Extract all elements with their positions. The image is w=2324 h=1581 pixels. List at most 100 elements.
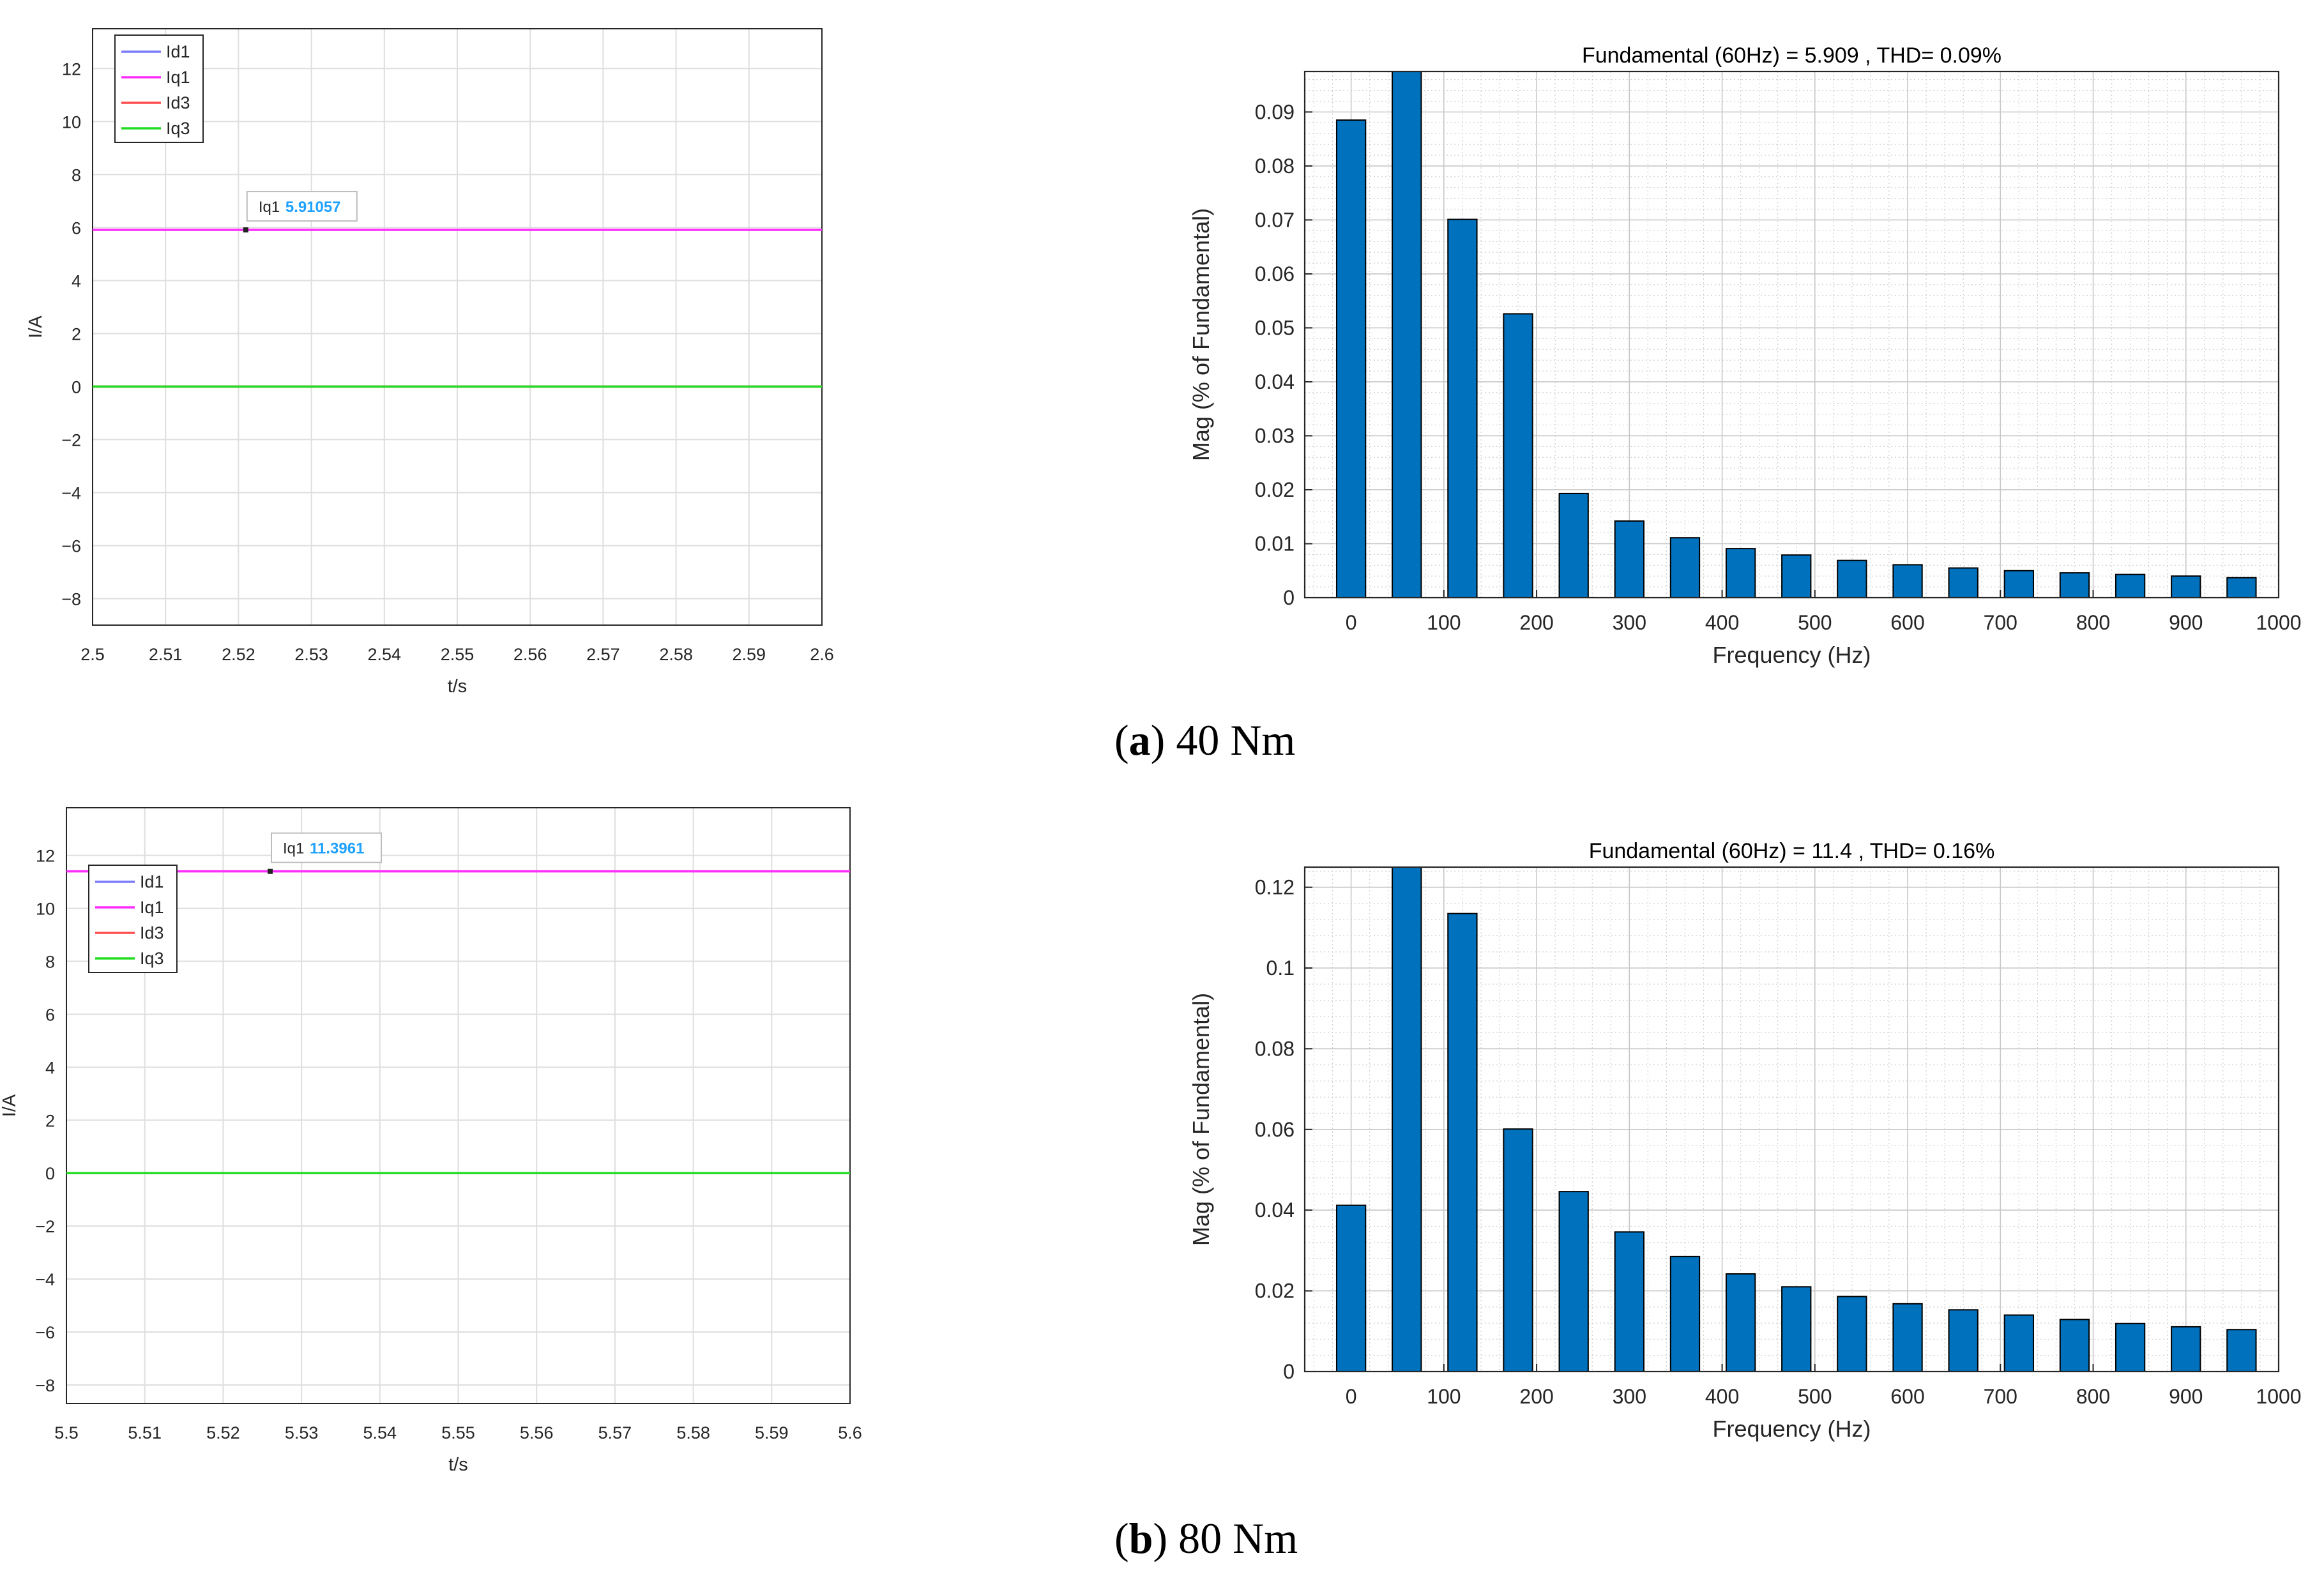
y-tick-label: 0.1 bbox=[1266, 957, 1295, 980]
legend-label-id3: Id3 bbox=[166, 93, 190, 112]
bar-360hz bbox=[1669, 1255, 1701, 1372]
bar-900hz bbox=[2171, 1326, 2201, 1373]
x-tick-label: 2.58 bbox=[659, 645, 693, 664]
bar-60hz bbox=[1392, 71, 1422, 598]
datatip-box bbox=[271, 832, 383, 863]
y-tick-label: −8 bbox=[61, 589, 81, 609]
y-tick-label: 0.02 bbox=[1255, 478, 1295, 501]
y-tick-label: −4 bbox=[35, 1270, 55, 1289]
x-tick-label: 600 bbox=[1890, 611, 1924, 634]
bar-300hz bbox=[1614, 1231, 1644, 1372]
legend-box bbox=[88, 865, 178, 973]
datatip-marker bbox=[243, 227, 248, 233]
y-tick-label: 8 bbox=[45, 953, 55, 972]
axes-box bbox=[66, 807, 851, 1404]
x-tick-label: 2.51 bbox=[149, 645, 183, 664]
bar-300hz bbox=[1614, 520, 1644, 599]
x-tick-label: 5.51 bbox=[128, 1423, 162, 1442]
y-tick-label: 0.08 bbox=[1255, 1037, 1295, 1060]
x-tick-label: 500 bbox=[1798, 611, 1832, 634]
x-tick-label: 2.5 bbox=[80, 645, 105, 664]
x-axis-label: t/s bbox=[448, 1455, 468, 1475]
caption-b: (b) 80 Nm bbox=[1114, 1514, 1298, 1562]
bar-780hz bbox=[2059, 572, 2090, 598]
x-tick-label: 800 bbox=[2076, 611, 2110, 634]
x-tick-label: 2.59 bbox=[733, 645, 766, 664]
x-tick-label: 200 bbox=[1519, 611, 1553, 634]
y-tick-label: 0 bbox=[1283, 1360, 1295, 1383]
x-tick-label: 400 bbox=[1705, 1385, 1739, 1408]
bar-660hz bbox=[1948, 567, 1978, 598]
chart-title: Fundamental (60Hz) = 5.909 , THD= 0.09% bbox=[1582, 43, 2001, 68]
bar-360hz bbox=[1669, 537, 1701, 599]
x-axis-label: Frequency (Hz) bbox=[1712, 642, 1871, 668]
y-tick-label: −6 bbox=[61, 536, 81, 556]
legend-label-id3: Id3 bbox=[140, 923, 164, 942]
chart-title: Fundamental (60Hz) = 11.4 , THD= 0.16% bbox=[1589, 839, 1995, 863]
y-tick-label: 0.06 bbox=[1255, 1118, 1295, 1141]
x-tick-label: 100 bbox=[1427, 611, 1461, 634]
x-tick-label: 2.54 bbox=[368, 645, 402, 664]
legend-label-id1: Id1 bbox=[140, 872, 164, 891]
y-tick-label: 0.03 bbox=[1255, 424, 1295, 447]
y-axis-label: I/A bbox=[26, 315, 46, 338]
x-tick-label: 400 bbox=[1705, 611, 1739, 634]
axes-box bbox=[1303, 866, 2280, 1373]
x-tick-label: 200 bbox=[1519, 1385, 1553, 1408]
time-chart-b: 5.5 5.51 5.52 5.53 5.54 5.55 5.56 5.57 5.58 5.59 5… bbox=[0, 807, 862, 1475]
x-tick-label: 900 bbox=[2169, 1385, 2203, 1408]
y-tick-label: 0.09 bbox=[1255, 100, 1295, 123]
x-axis-label: Frequency (Hz) bbox=[1712, 1416, 1871, 1442]
x-tick-label: 1000 bbox=[2256, 1385, 2301, 1408]
y-tick-label: −2 bbox=[35, 1217, 55, 1236]
datatip-marker bbox=[268, 868, 273, 874]
caption-a: (a) 40 Nm bbox=[1114, 716, 1296, 764]
axes-box bbox=[1303, 70, 2280, 599]
bar-60hz bbox=[1392, 866, 1422, 1372]
x-tick-label: 800 bbox=[2076, 1385, 2110, 1408]
bar-540hz bbox=[1837, 1296, 1867, 1372]
x-tick-label: 2.56 bbox=[513, 645, 547, 664]
bar-900hz bbox=[2171, 575, 2201, 599]
x-tick-label: 700 bbox=[1984, 1385, 2017, 1408]
x-tick-label: 300 bbox=[1613, 1385, 1646, 1408]
y-tick-label: 0 bbox=[45, 1164, 55, 1183]
y-tick-label: 10 bbox=[62, 112, 81, 132]
legend-label-iq1: Iq1 bbox=[140, 898, 164, 917]
bar-180hz bbox=[1503, 313, 1533, 598]
bar-240hz bbox=[1558, 492, 1589, 598]
y-tick-label: 0 bbox=[1283, 586, 1295, 609]
x-tick-label: 5.54 bbox=[363, 1423, 397, 1442]
x-tick-label: 300 bbox=[1613, 611, 1646, 634]
datatip-label: Iq1 bbox=[283, 840, 304, 858]
y-tick-label: 0 bbox=[72, 377, 81, 397]
bar-720hz bbox=[2003, 1314, 2034, 1373]
y-tick-label: −6 bbox=[35, 1323, 55, 1342]
y-tick-label: −4 bbox=[61, 483, 81, 503]
x-tick-label: 2.53 bbox=[294, 645, 328, 664]
x-tick-label: 100 bbox=[1427, 1385, 1461, 1408]
bar-600hz bbox=[1892, 564, 1923, 599]
x-tick-label: 5.53 bbox=[285, 1423, 319, 1442]
y-tick-label: 6 bbox=[72, 218, 81, 238]
fft-chart-b: 0 100 200 300 400 500 600 700 800 900 1000 0 0.02 0.0… bbox=[1188, 839, 2302, 1442]
x-tick-label: 900 bbox=[2169, 611, 2203, 634]
legend-label-iq3: Iq3 bbox=[140, 949, 164, 968]
bar-0hz bbox=[1335, 119, 1367, 599]
bar-420hz bbox=[1725, 548, 1756, 598]
x-tick-label: 5.52 bbox=[206, 1423, 240, 1442]
bar-540hz bbox=[1837, 559, 1867, 599]
x-tick-label: 2.57 bbox=[586, 645, 620, 664]
y-tick-label: 0.06 bbox=[1255, 262, 1295, 285]
bar-840hz bbox=[2115, 573, 2146, 598]
y-tick-label: 12 bbox=[36, 847, 55, 866]
y-tick-label: 0.07 bbox=[1255, 208, 1295, 231]
y-axis-label: Mag (% of Fundamental) bbox=[1188, 208, 1214, 461]
bar-720hz bbox=[2003, 570, 2034, 598]
x-tick-label: 0 bbox=[1346, 611, 1357, 634]
bar-120hz bbox=[1447, 218, 1478, 598]
x-tick-label: 5.56 bbox=[520, 1423, 554, 1442]
y-tick-label: 0.04 bbox=[1255, 370, 1295, 393]
legend-label-iq1: Iq1 bbox=[166, 68, 190, 87]
x-tick-label: 5.55 bbox=[441, 1423, 475, 1442]
